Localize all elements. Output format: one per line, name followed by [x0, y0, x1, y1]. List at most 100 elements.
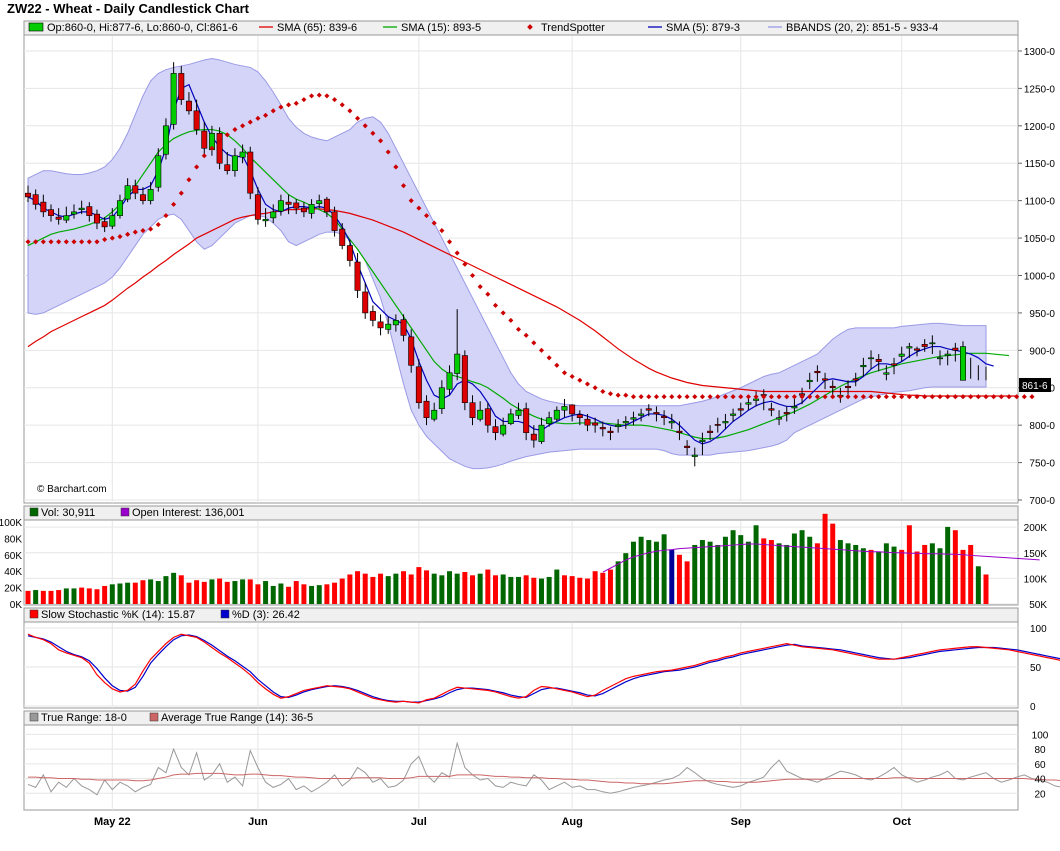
trendspotter-dot: [102, 237, 108, 243]
volume-bar: [109, 584, 115, 604]
volume-bar: [48, 590, 54, 604]
candle-body: [868, 357, 875, 360]
legend-item: Average True Range (14): 36-5: [149, 712, 313, 724]
volume-bar: [194, 580, 200, 604]
trendspotter-dot: [155, 222, 161, 228]
trendspotter-dot: [217, 138, 223, 144]
volume-bar: [447, 571, 453, 604]
last-price-label: 861-6: [1022, 381, 1048, 392]
trendspotter-dot: [615, 392, 621, 398]
legend-label: Op:860-0, Hi:877-6, Lo:860-0, Cl:861-6: [47, 22, 238, 34]
candle-body: [630, 417, 637, 420]
trendspotter-dot: [362, 123, 368, 129]
candle-body: [952, 347, 959, 351]
volume-bar: [715, 544, 721, 604]
legend-item: Open Interest: 136,001: [120, 507, 245, 519]
candle-body: [132, 185, 139, 194]
candle-body: [599, 427, 606, 430]
candle-body: [523, 408, 530, 433]
candle-body: [78, 207, 85, 210]
trendspotter-dot: [554, 362, 560, 368]
volume-bar: [906, 525, 912, 604]
price-tick-label: 700-0: [1029, 496, 1055, 507]
volume-bar: [347, 574, 353, 604]
volume-bar: [830, 523, 836, 604]
candle-body: [714, 424, 721, 426]
candle-body: [722, 421, 729, 424]
trendspotter-dot: [791, 394, 797, 400]
volume-bar: [975, 566, 981, 604]
candle-body: [247, 151, 254, 194]
candle-body: [377, 321, 384, 329]
volume-bar: [983, 574, 989, 604]
candle-body: [776, 417, 783, 420]
legends: Op:860-0, Hi:877-6, Lo:860-0, Cl:861-6 SM…: [28, 22, 938, 724]
candle-body: [124, 185, 131, 200]
trendspotter-dot: [163, 213, 169, 219]
candle-body: [484, 408, 491, 426]
volume-bar: [546, 576, 552, 604]
trendspotter-dot: [799, 394, 805, 400]
volume-bar: [676, 554, 682, 604]
trendspotter-dot: [1029, 394, 1035, 400]
candle-body: [224, 164, 231, 172]
volume-bar: [699, 540, 705, 604]
volume-bar: [470, 575, 476, 604]
candle-body: [446, 372, 453, 390]
candle-body: [645, 408, 652, 411]
volume-bar: [316, 585, 322, 604]
volume-bar: [163, 576, 169, 604]
volume-bar: [79, 587, 85, 604]
volume-bar: [784, 544, 790, 604]
volume-bar: [929, 543, 935, 604]
tr-tick-label: 40: [1034, 775, 1046, 786]
volume-bar: [707, 541, 713, 604]
candle-body: [116, 200, 123, 216]
volume-bar: [332, 582, 338, 604]
price-tick-label: 1300-0: [1024, 47, 1056, 58]
legend-item: True Range: 18-0: [29, 712, 127, 724]
volume-bar: [186, 582, 192, 604]
candle-body: [201, 130, 208, 149]
stochastic-lines: [27, 633, 1060, 704]
volume-bar: [722, 536, 728, 604]
candle-body: [369, 311, 376, 321]
volume-bar: [293, 581, 299, 604]
candle-body: [860, 364, 867, 368]
candle-body: [293, 202, 300, 209]
volume-bar: [531, 577, 537, 604]
volume-bar: [538, 578, 544, 604]
volume-bar: [730, 530, 736, 604]
volume-bar: [240, 579, 246, 604]
volume-bar: [891, 546, 897, 604]
candle-body: [661, 415, 668, 418]
legend-label: Open Interest: 136,001: [132, 507, 245, 519]
candle-body: [354, 261, 361, 291]
price-tick-label: 1200-0: [1024, 122, 1056, 133]
volume-bar: [263, 581, 269, 604]
volume-bar: [776, 543, 782, 604]
candle-body: [339, 228, 346, 246]
candles: [25, 62, 987, 467]
x-tick-label: Sep: [731, 816, 751, 828]
candle-body: [385, 323, 392, 330]
candle-body: [783, 412, 790, 415]
trendspotter-dot: [523, 332, 529, 338]
candle-body: [507, 413, 514, 424]
volume-bar: [653, 541, 659, 604]
stoch-tick-label: 100: [1030, 624, 1047, 635]
trendspotter-dot: [171, 201, 177, 207]
candle-body: [538, 424, 545, 442]
volume-bar: [378, 573, 384, 604]
stochastic-panel: [23, 607, 1019, 709]
volume-bar: [148, 579, 154, 604]
volume-bar: [814, 543, 820, 604]
volume-bar: [615, 561, 621, 604]
volume-bar: [876, 551, 882, 604]
volume-bar: [385, 576, 391, 604]
volume-bar: [922, 544, 928, 604]
square-rosy-icon: [149, 712, 159, 722]
volume-bar: [102, 585, 108, 604]
volume-bar: [217, 578, 223, 604]
